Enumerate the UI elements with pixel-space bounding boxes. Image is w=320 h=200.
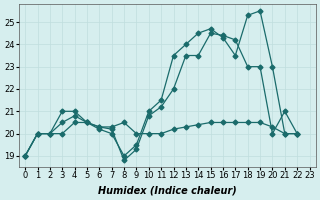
X-axis label: Humidex (Indice chaleur): Humidex (Indice chaleur) (98, 186, 237, 196)
